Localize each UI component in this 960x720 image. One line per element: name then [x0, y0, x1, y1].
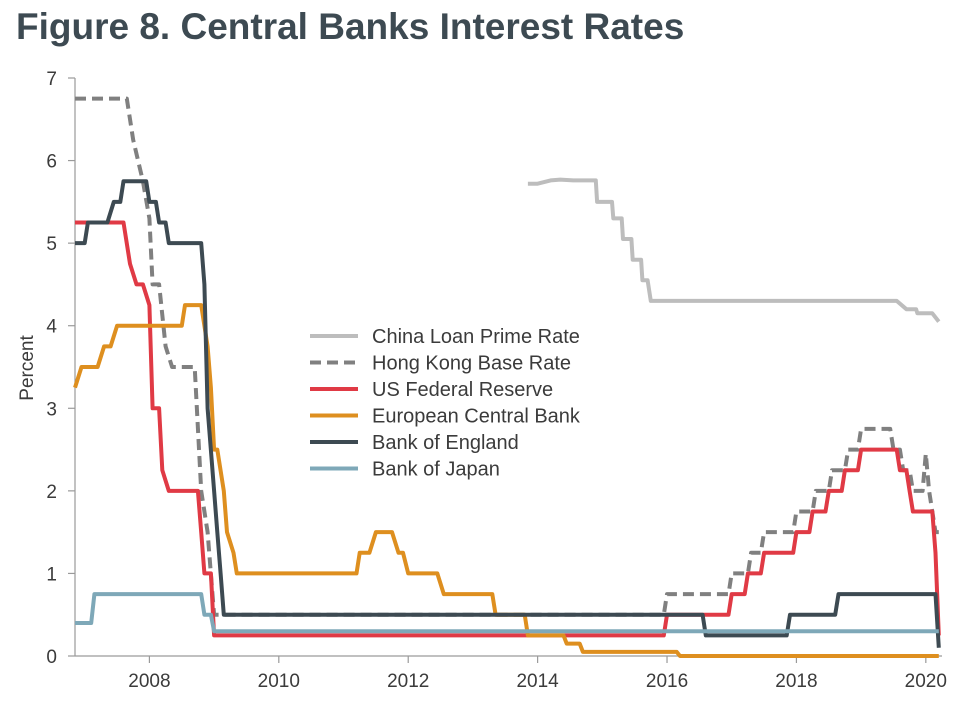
legend: China Loan Prime Rate Hong Kong Base Rate…: [310, 326, 581, 481]
y-tick-label: 1: [46, 564, 57, 585]
y-tick-label: 3: [46, 399, 57, 420]
x-tick-label: 2020: [905, 671, 947, 692]
legend-label-european-central-bank: European Central Bank: [372, 406, 581, 428]
series-line-bank-of-england: [75, 179, 941, 648]
legend-label-us-federal-reserve: US Federal Reserve: [372, 379, 553, 401]
series-line-us-federal-reserve: [75, 220, 941, 638]
y-axis-title: Percent: [17, 335, 38, 401]
y-tick-label: 5: [46, 234, 57, 255]
legend-label-hong-kong-base-rate: Hong Kong Base Rate: [372, 353, 571, 375]
legend-label-china-loan-prime-rate: China Loan Prime Rate: [372, 326, 580, 348]
y-tick-label: 0: [46, 647, 57, 668]
legend-label-bank-of-japan: Bank of Japan: [372, 459, 500, 481]
chart-title: Figure 8. Central Banks Interest Rates: [16, 6, 685, 47]
series-line-european-central-bank: [73, 303, 939, 658]
series-layer: [73, 96, 941, 658]
x-tick-label: 2012: [387, 671, 429, 692]
y-tick-label: 2: [46, 482, 57, 503]
x-tick-label: 2018: [775, 671, 817, 692]
x-tick-label: 2008: [128, 671, 170, 692]
x-tick-label: 2016: [646, 671, 688, 692]
y-tick-label: 4: [46, 317, 57, 338]
chart-axes: 0 1 2 3 4 5 6 7 2008 2010 2012 2014 2016 2018 2020 Perc…: [17, 69, 947, 692]
x-tick-label: 2010: [258, 671, 300, 692]
x-tick-label: 2014: [516, 671, 559, 692]
y-tick-label: 7: [46, 69, 57, 90]
y-tick-label: 6: [46, 152, 57, 173]
series-line-bank-of-japan: [75, 592, 939, 634]
series-line-china-loan-prime-rate: [527, 177, 941, 323]
legend-label-bank-of-england: Bank of England: [372, 432, 519, 454]
